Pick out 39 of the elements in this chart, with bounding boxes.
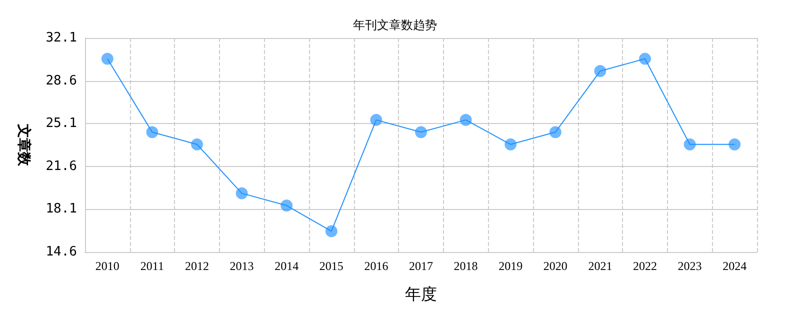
x-tick-label: 2014 bbox=[274, 259, 299, 273]
y-tick-label: 25.1 bbox=[46, 116, 77, 132]
point bbox=[594, 65, 606, 78]
x-tick-label: 2017 bbox=[409, 259, 433, 273]
y-tick-label: 32.1 bbox=[46, 30, 77, 46]
point bbox=[101, 52, 114, 65]
y-tick-label: 28.6 bbox=[46, 73, 77, 88]
y-axis-title: 文章数 bbox=[16, 123, 32, 167]
point bbox=[728, 138, 741, 150]
chart-title: 年刊文章数趋势 bbox=[353, 18, 437, 32]
x-tick-label: 2021 bbox=[588, 259, 612, 273]
x-tick-label: 2022 bbox=[633, 259, 657, 273]
x-tick-label: 2010 bbox=[95, 259, 120, 273]
x-tick-label: 2024 bbox=[722, 259, 747, 273]
x-tick-label: 2011 bbox=[140, 259, 164, 273]
point bbox=[191, 138, 203, 150]
point bbox=[460, 114, 472, 126]
point bbox=[325, 225, 338, 238]
point bbox=[549, 126, 562, 138]
x-tick-label: 2019 bbox=[498, 259, 523, 273]
x-axis-title: 年度 bbox=[405, 286, 437, 304]
point bbox=[639, 52, 651, 65]
point bbox=[236, 187, 248, 200]
point bbox=[146, 126, 158, 138]
x-tick-label: 2016 bbox=[364, 259, 388, 273]
point bbox=[370, 114, 382, 126]
y-tick-label: 18.1 bbox=[46, 202, 77, 217]
y-tick-label: 14.6 bbox=[46, 244, 77, 260]
point bbox=[504, 138, 517, 150]
x-tick-label: 2023 bbox=[678, 259, 702, 273]
point bbox=[280, 200, 293, 212]
x-tick-label: 2015 bbox=[319, 259, 344, 273]
x-tick-label: 2013 bbox=[230, 259, 254, 273]
x-tick-label: 2018 bbox=[454, 259, 478, 273]
y-tick-label: 21.6 bbox=[46, 158, 77, 174]
point bbox=[684, 138, 696, 150]
x-tick-label: 2020 bbox=[543, 259, 568, 273]
point bbox=[415, 126, 427, 138]
x-tick-label: 2012 bbox=[185, 259, 209, 273]
